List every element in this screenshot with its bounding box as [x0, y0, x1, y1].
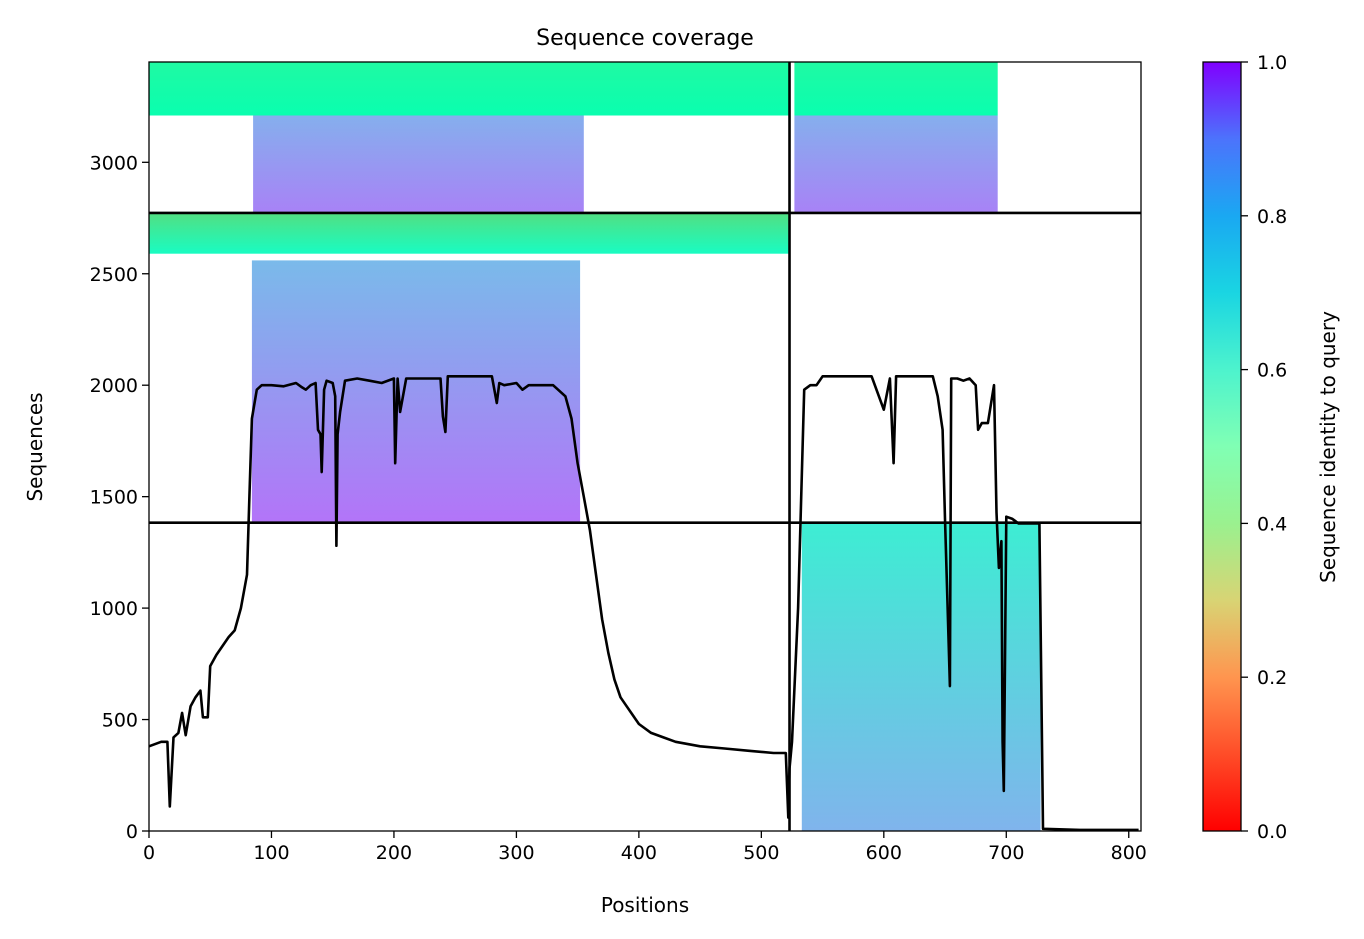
- x-tick-label: 400: [621, 842, 657, 864]
- colorbar-tick-label: 0.6: [1257, 360, 1287, 382]
- y-tick-label: 1500: [90, 487, 138, 509]
- coverage-heatmap: [149, 62, 1041, 831]
- coverage-block: [253, 115, 584, 213]
- plot-frame: [148, 61, 1142, 832]
- colorbar-tick-label: 0.0: [1257, 821, 1287, 843]
- x-tick-label: 800: [1111, 842, 1147, 864]
- x-axis: 0 100 200 300 400 500 600 700 800: [143, 831, 1147, 864]
- coverage-block: [251, 260, 581, 523]
- x-tick-label: 500: [743, 842, 779, 864]
- y-tick-label: 0: [126, 821, 138, 843]
- plot-area: [148, 61, 1142, 832]
- y-axis: 0 500 1000 1500 2000 2500 3000: [90, 152, 149, 843]
- colorbar: 0.0 0.2 0.4 0.6 0.8 1.0 Sequence identity to …: [1202, 52, 1340, 843]
- x-axis-label: Positions: [601, 893, 689, 917]
- coverage-line: [148, 375, 1139, 832]
- x-tick-label: 0: [143, 842, 155, 864]
- x-tick-label: 300: [498, 842, 534, 864]
- boundary-lines: [149, 62, 1141, 831]
- x-tick-label: 600: [866, 842, 902, 864]
- y-tick-label: 3000: [90, 152, 138, 174]
- x-tick-label: 200: [376, 842, 412, 864]
- coverage-block: [149, 62, 790, 116]
- colorbar-tick-label: 1.0: [1257, 52, 1287, 74]
- colorbar-tick-label: 0.8: [1257, 206, 1287, 228]
- colorbar-tick-label: 0.4: [1257, 513, 1287, 535]
- x-tick-label: 100: [253, 842, 289, 864]
- y-tick-label: 2500: [90, 264, 138, 286]
- colorbar-gradient: [1202, 61, 1242, 832]
- coverage-block: [149, 212, 790, 254]
- colorbar-ticks: 0.0 0.2 0.4 0.6 0.8 1.0: [1241, 52, 1287, 843]
- chart-title: Sequence coverage: [536, 26, 754, 51]
- y-tick-label: 1000: [90, 598, 138, 620]
- y-axis-label: Sequences: [23, 392, 47, 501]
- coverage-block: [794, 62, 998, 116]
- colorbar-tick-label: 0.2: [1257, 667, 1287, 689]
- y-tick-label: 2000: [90, 375, 138, 397]
- colorbar-label: Sequence identity to query: [1316, 311, 1340, 583]
- coverage-block: [794, 115, 998, 213]
- y-tick-label: 500: [102, 710, 138, 732]
- x-tick-label: 700: [988, 842, 1024, 864]
